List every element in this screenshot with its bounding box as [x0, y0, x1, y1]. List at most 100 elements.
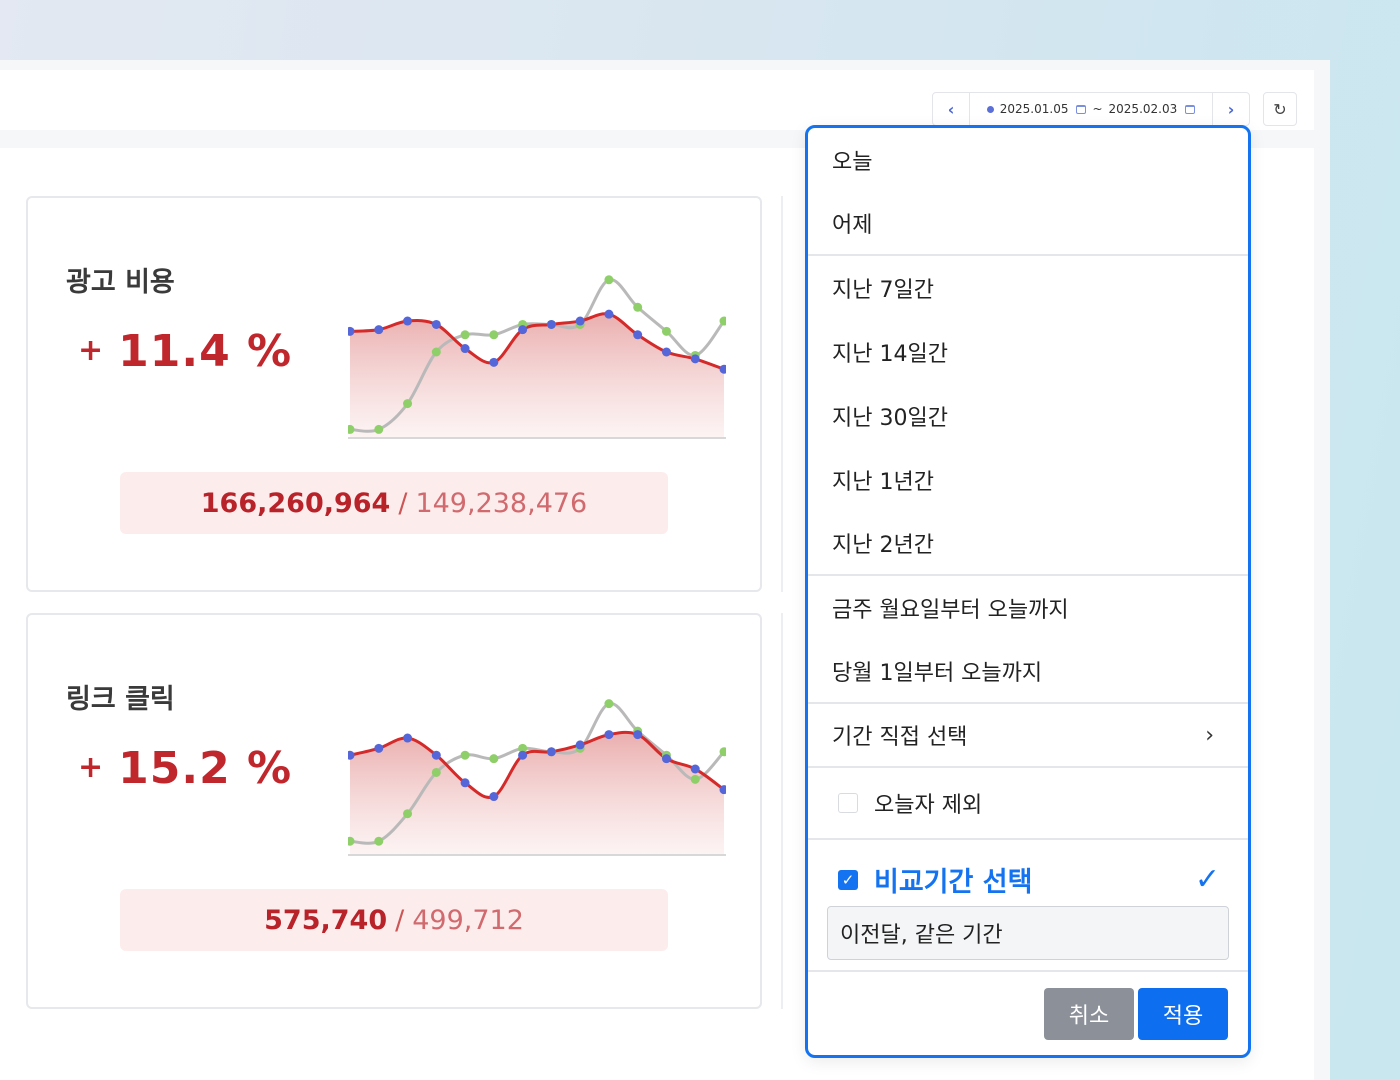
current-data-point — [546, 747, 556, 757]
comparison-data-point — [403, 809, 413, 819]
current-value: 575,740 — [264, 904, 388, 936]
value-separator: / — [398, 487, 408, 519]
menu-item-label: 당월 1일부터 오늘까지 — [832, 661, 1043, 686]
menu-item-label: 금주 월요일부터 오늘까지 — [832, 598, 1069, 623]
date-range-display[interactable]: 2025.01.05 ~ 2025.02.03 — [970, 93, 1212, 125]
compare-period-select[interactable]: 이전달, 같은 기간 — [827, 906, 1229, 960]
current-data-point — [460, 778, 470, 788]
current-data-point — [546, 319, 556, 329]
compare-period-checkbox[interactable]: ✓ — [838, 869, 858, 890]
previous-value: 499,712 — [412, 904, 524, 936]
menu-item-today[interactable]: 오늘 — [808, 128, 1248, 192]
comparison-data-point — [460, 330, 470, 340]
comparison-data-point — [690, 774, 700, 784]
current-data-point — [633, 730, 643, 740]
exclude-today-option[interactable]: 오늘자 제외 — [808, 768, 1248, 840]
comparison-data-point — [460, 750, 470, 760]
range-separator: ~ — [1092, 102, 1103, 116]
cancel-button[interactable]: 취소 — [1044, 988, 1134, 1040]
current-data-point — [518, 750, 528, 760]
current-data-point — [719, 364, 726, 374]
comparison-data-point — [518, 743, 528, 753]
comparison-data-point — [431, 767, 441, 777]
menu-item-last-7-days[interactable]: 지난 7일간 — [808, 256, 1248, 320]
current-data-point — [460, 344, 470, 354]
current-data-point — [431, 750, 441, 760]
compare-period-value: 이전달, 같은 기간 — [840, 923, 1003, 948]
refresh-button[interactable]: ↻ — [1263, 92, 1297, 126]
menu-item-label: 오늘 — [832, 150, 873, 175]
current-data-point — [575, 316, 585, 326]
menu-item-label: 지난 30일간 — [832, 406, 948, 431]
current-data-point — [690, 354, 700, 364]
comparison-data-point — [348, 424, 355, 434]
comparison-data-point — [489, 330, 499, 340]
calendar-icon — [1185, 104, 1196, 114]
comparison-data-point — [633, 302, 643, 312]
next-period-button[interactable]: › — [1212, 93, 1249, 125]
card-change-percent: +15.2 % — [78, 743, 292, 794]
column-divider — [781, 613, 783, 1009]
menu-item-custom-range[interactable]: 기간 직접 선택 › — [808, 704, 1248, 768]
calendar-icon — [1076, 104, 1087, 114]
menu-item-label: 지난 1년간 — [832, 470, 934, 495]
comparison-data-point — [604, 275, 614, 285]
current-data-point — [604, 309, 614, 319]
current-data-point — [489, 792, 499, 802]
menu-item-yesterday[interactable]: 어제 — [808, 192, 1248, 256]
exclude-today-checkbox[interactable] — [838, 793, 858, 813]
current-data-point — [403, 316, 413, 326]
change-value: 11.4 % — [118, 326, 293, 377]
current-data-point — [374, 325, 384, 335]
prev-period-button[interactable]: ‹ — [933, 93, 970, 125]
end-date: 2025.02.03 — [1108, 102, 1178, 116]
apply-button[interactable]: 적용 — [1138, 988, 1228, 1040]
card-change-percent: +11.4 % — [78, 326, 292, 377]
comparison-data-point — [403, 399, 413, 409]
current-data-point — [348, 750, 355, 760]
comparison-data-point — [489, 754, 499, 764]
compare-period-toggle[interactable]: ✓ 비교기간 선택 — [838, 860, 1032, 899]
menu-item-label: 지난 7일간 — [832, 278, 934, 303]
comparison-data-point — [604, 699, 614, 709]
menu-item-this-month[interactable]: 당월 1일부터 오늘까지 — [808, 640, 1248, 704]
start-date: 2025.01.05 — [999, 102, 1069, 116]
comparison-data-point — [719, 747, 726, 757]
chevron-right-icon: › — [1227, 99, 1235, 119]
current-data-point — [431, 319, 441, 329]
menu-item-label: 지난 2년간 — [832, 533, 934, 558]
column-divider — [781, 196, 783, 592]
menu-item-last-1-year[interactable]: 지난 1년간 — [808, 448, 1248, 512]
comparison-data-point — [374, 836, 384, 846]
chevron-right-icon: › — [1205, 722, 1214, 748]
current-data-point — [403, 733, 413, 743]
current-data-point — [661, 754, 671, 764]
metric-card-ad-cost: 광고 비용 +11.4 % 166,260,964 / 149,238,476 — [26, 196, 762, 592]
range-dot-icon — [986, 105, 994, 113]
date-range-navigator: ‹ 2025.01.05 ~ 2025.02.03 › — [932, 92, 1250, 126]
menu-item-last-2-years[interactable]: 지난 2년간 — [808, 512, 1248, 576]
compare-period-label: 비교기간 선택 — [874, 867, 1033, 898]
menu-item-label: 지난 14일간 — [832, 342, 948, 367]
comparison-data-point — [348, 836, 355, 846]
current-data-point — [690, 764, 700, 774]
plus-sign: + — [78, 333, 105, 368]
menu-item-this-week[interactable]: 금주 월요일부터 오늘까지 — [808, 576, 1248, 640]
metric-card-link-clicks: 링크 클릭 +15.2 % 575,740 / 499,712 — [26, 613, 762, 1009]
comparison-data-point — [661, 326, 671, 336]
current-data-point — [348, 326, 355, 336]
menu-item-label: 어제 — [832, 213, 873, 238]
current-data-point — [518, 325, 528, 335]
card-values: 166,260,964 / 149,238,476 — [120, 472, 668, 534]
menu-item-last-14-days[interactable]: 지난 14일간 — [808, 320, 1248, 384]
current-data-point — [604, 730, 614, 740]
current-data-point — [489, 357, 499, 367]
menu-item-label: 기간 직접 선택 — [832, 725, 968, 750]
compare-period-section: ✓ 비교기간 선택 ✓ 이전달, 같은 기간 — [808, 842, 1248, 972]
sparkline-chart — [348, 275, 726, 439]
plus-sign: + — [78, 750, 105, 785]
previous-value: 149,238,476 — [415, 487, 588, 519]
value-separator: / — [395, 904, 405, 936]
menu-item-last-30-days[interactable]: 지난 30일간 — [808, 384, 1248, 448]
comparison-data-point — [431, 347, 441, 357]
